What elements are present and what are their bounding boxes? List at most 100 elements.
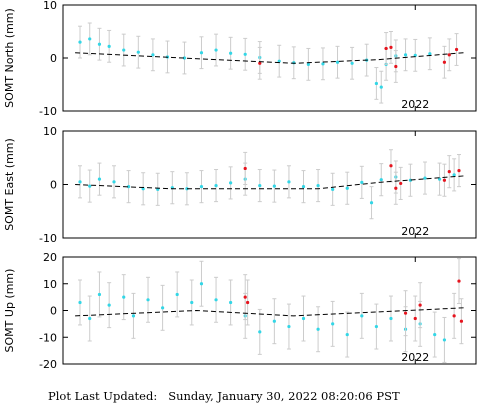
data-point <box>442 338 447 342</box>
data-point <box>442 178 447 182</box>
data-point <box>454 47 459 52</box>
data-point <box>78 180 82 184</box>
y-axis-label: SOMT Up (mm) <box>3 269 16 353</box>
data-point <box>199 185 204 189</box>
data-point <box>190 300 194 305</box>
data-point <box>316 327 320 331</box>
data-point <box>88 184 92 188</box>
data-point <box>394 64 398 69</box>
data-point <box>360 180 364 184</box>
data-point <box>413 316 417 321</box>
data-point <box>78 300 82 305</box>
series-recent <box>257 31 459 83</box>
data-point <box>399 181 403 186</box>
data-point <box>452 173 456 177</box>
data-point <box>389 45 393 50</box>
data-point <box>447 170 451 174</box>
data-point <box>175 292 179 297</box>
data-point <box>243 166 247 171</box>
data-point <box>403 53 408 57</box>
data-point <box>258 330 262 334</box>
data-point <box>214 48 218 52</box>
data-point <box>229 181 233 185</box>
data-point <box>459 319 464 323</box>
chart-panel-1: -10 0 10 2022 SOMT North (mm) <box>3 0 477 118</box>
data-point <box>379 178 383 182</box>
y-tick-label: -10 <box>39 331 57 344</box>
data-point <box>413 53 417 57</box>
model-line <box>75 175 464 190</box>
plot-footer: Plot Last Updated: Sunday, January 30, 2… <box>48 389 400 403</box>
data-point <box>335 60 340 64</box>
data-point <box>272 184 276 188</box>
data-point <box>374 81 378 86</box>
data-point <box>287 324 291 329</box>
data-point <box>112 180 116 184</box>
data-point <box>423 176 427 180</box>
data-point <box>258 61 262 65</box>
data-point <box>306 62 310 66</box>
data-point <box>437 177 442 181</box>
series-daily <box>78 22 432 104</box>
data-point <box>243 295 247 299</box>
data-point <box>403 311 408 315</box>
data-point <box>345 332 349 337</box>
y-tick-label: 0 <box>50 179 57 192</box>
data-point <box>433 332 437 337</box>
data-point <box>369 201 374 205</box>
data-point <box>428 52 432 56</box>
data-point <box>379 85 383 89</box>
data-point <box>277 59 281 63</box>
data-point <box>374 324 378 329</box>
data-point <box>331 322 335 326</box>
data-point <box>107 44 111 48</box>
data-point <box>442 60 447 64</box>
data-point <box>122 295 126 299</box>
data-point <box>301 316 306 321</box>
data-point <box>97 292 102 297</box>
data-point <box>229 300 233 305</box>
data-point <box>272 319 276 323</box>
y-axis-label: SOMT East (mm) <box>3 138 16 231</box>
data-point <box>301 185 306 189</box>
axes-frame <box>62 4 477 112</box>
data-point <box>161 306 165 310</box>
data-point <box>229 51 233 55</box>
axes-frame <box>62 130 477 239</box>
data-point <box>107 303 111 307</box>
data-point <box>287 180 291 184</box>
data-point <box>136 50 140 54</box>
y-tick-label: -10 <box>39 105 57 118</box>
chart-panel-3: -20 -10 0 10 20 2022 SOMT Up (mm) <box>3 251 477 371</box>
data-point <box>331 187 335 191</box>
data-point <box>88 316 92 321</box>
y-tick-label: 0 <box>50 305 57 318</box>
data-point <box>321 62 325 66</box>
model-line <box>75 52 464 64</box>
data-point <box>389 316 393 321</box>
data-point <box>418 303 422 307</box>
y-tick-label: 20 <box>43 251 57 264</box>
data-point <box>126 185 131 189</box>
data-point <box>350 61 354 65</box>
x-tick-label: 2022 <box>401 351 429 364</box>
data-point <box>246 300 250 305</box>
series-daily <box>78 158 457 220</box>
data-point <box>384 46 388 51</box>
data-point <box>452 314 456 318</box>
x-tick-label: 2022 <box>401 225 429 238</box>
x-tick-label: 2022 <box>401 98 429 111</box>
data-point <box>88 37 92 41</box>
y-tick-label: -20 <box>39 358 57 371</box>
data-point <box>408 178 413 182</box>
series-recent <box>243 149 461 205</box>
data-point <box>97 42 102 46</box>
y-tick-label: 10 <box>43 278 57 291</box>
model-line <box>75 307 464 317</box>
series-recent <box>243 258 464 345</box>
footer-timestamp: Sunday, January 30, 2022 08:20:06 PST <box>168 389 400 403</box>
y-tick-label: 0 <box>50 52 57 65</box>
data-point <box>97 177 102 181</box>
